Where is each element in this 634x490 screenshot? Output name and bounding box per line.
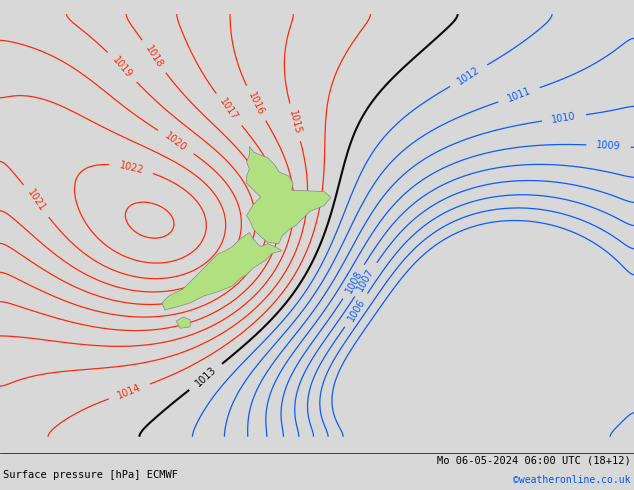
Text: 1006: 1006 bbox=[346, 297, 366, 323]
Text: 1012: 1012 bbox=[456, 65, 482, 87]
Text: 1019: 1019 bbox=[110, 54, 134, 80]
Polygon shape bbox=[176, 317, 190, 328]
Text: 1009: 1009 bbox=[596, 140, 621, 152]
Text: 1017: 1017 bbox=[217, 97, 240, 122]
Text: 1016: 1016 bbox=[246, 90, 266, 117]
Polygon shape bbox=[247, 147, 331, 244]
Polygon shape bbox=[162, 232, 281, 310]
Text: Mo 06-05-2024 06:00 UTC (18+12): Mo 06-05-2024 06:00 UTC (18+12) bbox=[437, 456, 631, 466]
Text: 1013: 1013 bbox=[193, 365, 218, 389]
Text: 1015: 1015 bbox=[287, 109, 303, 136]
Text: ©weatheronline.co.uk: ©weatheronline.co.uk bbox=[514, 475, 631, 485]
Text: 1021: 1021 bbox=[25, 188, 47, 214]
Text: 1010: 1010 bbox=[551, 111, 577, 125]
Text: 1018: 1018 bbox=[143, 44, 165, 70]
Text: 1008: 1008 bbox=[344, 269, 364, 295]
Text: 1011: 1011 bbox=[506, 86, 533, 104]
Text: 1022: 1022 bbox=[119, 160, 145, 175]
Text: 1020: 1020 bbox=[163, 130, 189, 153]
Text: 1007: 1007 bbox=[355, 267, 376, 293]
Text: 1014: 1014 bbox=[116, 382, 143, 401]
Text: Surface pressure [hPa] ECMWF: Surface pressure [hPa] ECMWF bbox=[3, 470, 178, 480]
